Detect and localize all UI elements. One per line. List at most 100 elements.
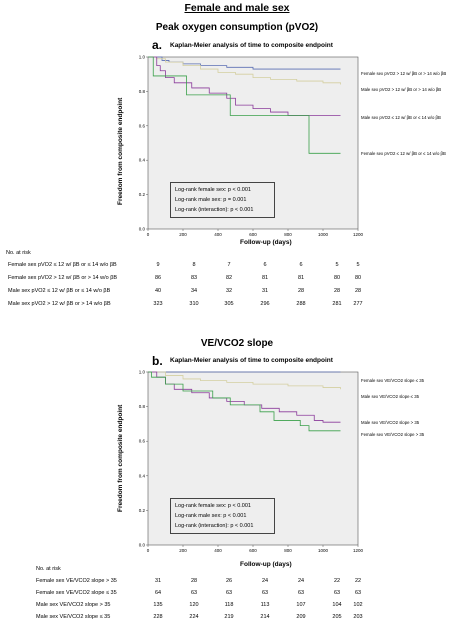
risk-value: 31 <box>154 578 162 584</box>
risk-value: 63 <box>354 590 362 596</box>
panel-a-subtitle: Kaplan-Meier analysis of time to composi… <box>170 42 333 49</box>
panel-b-x-axis-label: Follow-up (days) <box>240 561 292 568</box>
x-tick-label: 800 <box>284 548 292 553</box>
risk-value: 118 <box>224 602 234 608</box>
series-label: Female sex VE/VCO2 slope ≤ 35 <box>361 378 425 383</box>
y-tick-label: 0.6 <box>139 439 146 444</box>
risk-value: 277 <box>353 301 363 307</box>
risk-value: 107 <box>296 602 306 608</box>
x-tick-label: 600 <box>249 548 257 553</box>
x-tick-label: 1000 <box>318 548 329 553</box>
x-tick-label: 400 <box>214 232 222 237</box>
risk-value: 34 <box>190 288 198 294</box>
risk-value: 80 <box>354 275 362 281</box>
risk-value: 63 <box>333 590 341 596</box>
risk-value: 80 <box>333 275 341 281</box>
risk-value: 86 <box>154 275 162 281</box>
risk-value: 24 <box>297 578 305 584</box>
logrank-line: Log-rank male sex: p < 0.001 <box>175 513 247 519</box>
risk-value: 203 <box>353 614 363 620</box>
risk-value: 288 <box>296 301 306 307</box>
panel-a-risk-header: No. at risk <box>6 250 31 256</box>
risk-value: 22 <box>354 578 362 584</box>
risk-value: 205 <box>332 614 342 620</box>
risk-value: 40 <box>154 288 162 294</box>
risk-value: 83 <box>190 275 198 281</box>
y-tick-label: 0.0 <box>139 227 146 232</box>
series-label: Male sex VE/VCO2 slope > 35 <box>361 420 420 425</box>
series-label: Female sex VE/VCO2 slope > 35 <box>361 432 425 437</box>
risk-value: 28 <box>297 288 305 294</box>
risk-value: 135 <box>153 602 163 608</box>
risk-value: 8 <box>192 262 196 268</box>
risk-value: 104 <box>332 602 342 608</box>
risk-value: 64 <box>154 590 162 596</box>
risk-value: 63 <box>261 590 269 596</box>
panel-b-logrank-box: Log-rank female sex: p < 0.001 Log-rank … <box>170 498 275 534</box>
risk-row-label: Female sex pVO2 > 12 w/ βB or > 14 w/o β… <box>8 275 118 281</box>
km-curve <box>148 371 341 390</box>
km-curve <box>148 56 341 116</box>
logrank-line: Log-rank female sex: p < 0.001 <box>175 187 251 193</box>
risk-row-label: Male sex VE/VCO2 slope ≤ 35 <box>36 614 111 620</box>
x-tick-label: 1000 <box>318 232 329 237</box>
logrank-line: Log-rank female sex: p < 0.001 <box>175 503 251 509</box>
series-label: Male sex VE/VCO2 slope ≤ 35 <box>361 394 420 399</box>
series-label: Male sex pVO2 > 12 w/ βB or > 14 w/o βB <box>361 87 441 92</box>
risk-value: 296 <box>260 301 270 307</box>
risk-value: 31 <box>261 288 269 294</box>
series-label: Female sex pVO2 ≤ 12 w/ βB or ≤ 14 w/o β… <box>361 151 446 156</box>
x-tick-label: 1200 <box>353 232 364 237</box>
risk-value: 28 <box>190 578 198 584</box>
risk-row-label: Female sex VE/VCO2 slope > 35 <box>36 578 117 584</box>
panel-a-logrank-box: Log-rank female sex: p < 0.001 Log-rank … <box>170 182 275 218</box>
km-curve <box>148 56 341 154</box>
risk-value: 9 <box>156 262 160 268</box>
risk-value: 228 <box>153 614 163 620</box>
risk-value: 323 <box>153 301 163 307</box>
series-label: Female sex pVO2 > 12 w/ βB or > 14 w/o β… <box>361 71 446 76</box>
series-label: Male sex pVO2 ≤ 12 w/ βB or ≤ 14 w/o βB <box>361 115 441 120</box>
risk-value: 24 <box>261 578 269 584</box>
km-curve <box>148 56 341 85</box>
risk-value: 28 <box>333 288 341 294</box>
risk-row-label: Male sex VE/VCO2 slope > 35 <box>36 602 111 608</box>
x-tick-label: 1200 <box>353 548 364 553</box>
logrank-line: Log-rank male sex: p = 0.001 <box>175 197 247 203</box>
risk-value: 224 <box>189 614 199 620</box>
risk-value: 7 <box>227 262 231 268</box>
risk-value: 63 <box>225 590 233 596</box>
risk-row-label: Male sex pVO2 ≤ 12 w/ βB or ≤ 14 w/o βB <box>8 288 111 294</box>
x-tick-label: 400 <box>214 548 222 553</box>
y-tick-label: 0.8 <box>139 89 146 94</box>
panel-a-x-axis-label: Follow-up (days) <box>240 239 292 246</box>
risk-value: 5 <box>335 262 339 268</box>
y-tick-label: 0.0 <box>139 543 146 548</box>
risk-value: 102 <box>353 602 363 608</box>
panel-b-subtitle: Kaplan-Meier analysis of time to composi… <box>170 357 333 364</box>
risk-value: 310 <box>189 301 199 307</box>
y-tick-label: 0.6 <box>139 123 146 128</box>
risk-value: 63 <box>297 590 305 596</box>
risk-value: 32 <box>225 288 233 294</box>
risk-value: 81 <box>261 275 269 281</box>
y-tick-label: 0.8 <box>139 404 146 409</box>
km-curve <box>148 371 341 432</box>
y-tick-label: 0.4 <box>139 158 146 163</box>
logrank-line: Log-rank (interaction): p < 0.001 <box>175 207 254 213</box>
panel-b-title: VE/VCO2 slope <box>200 338 274 349</box>
risk-value: 214 <box>260 614 270 620</box>
risk-value: 209 <box>296 614 306 620</box>
x-tick-label: 600 <box>249 232 257 237</box>
y-tick-label: 0.2 <box>139 192 146 197</box>
risk-value: 26 <box>225 578 233 584</box>
main-title: Female and male sex <box>184 2 290 14</box>
panel-a-title: Peak oxygen consumption (pVO2) <box>155 22 319 33</box>
panel-a-letter: a. <box>152 38 163 52</box>
y-tick-label: 1.0 <box>139 370 146 375</box>
y-tick-label: 1.0 <box>139 55 146 60</box>
risk-value: 81 <box>297 275 305 281</box>
risk-value: 82 <box>225 275 233 281</box>
x-tick-label: 200 <box>179 548 187 553</box>
x-tick-label: 0 <box>147 548 150 553</box>
